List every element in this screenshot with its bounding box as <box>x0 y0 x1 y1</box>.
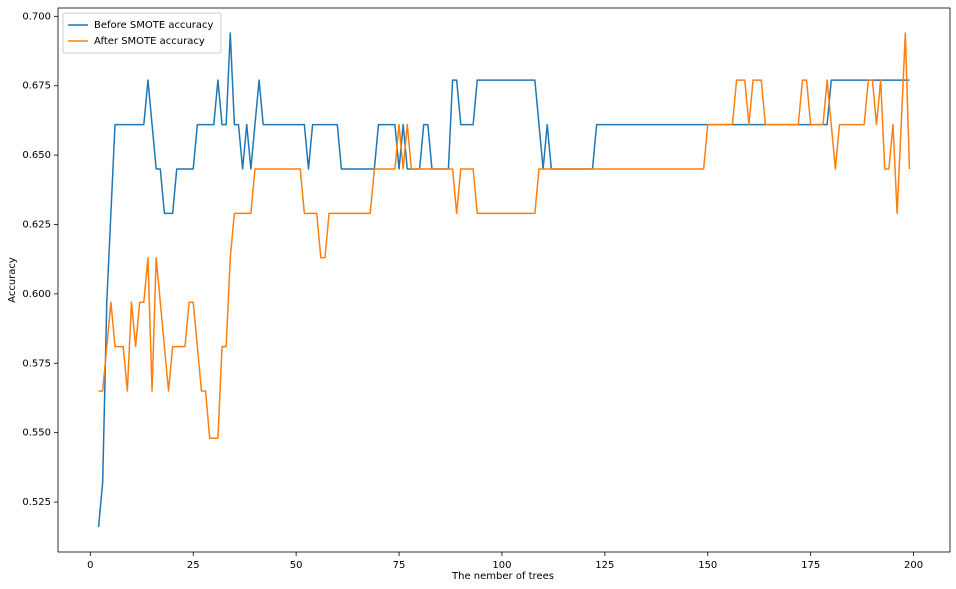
x-tick-label: 0 <box>87 560 93 571</box>
x-axis-label: The nember of trees <box>451 571 554 582</box>
legend-label: After SMOTE accuracy <box>94 36 205 47</box>
y-axis-label: Accuracy <box>7 257 18 303</box>
x-tick-label: 25 <box>187 560 200 571</box>
y-tick-label: 0.525 <box>22 497 51 508</box>
legend-box <box>62 12 222 54</box>
y-tick-label: 0.575 <box>22 358 51 369</box>
y-tick-label: 0.550 <box>22 428 51 439</box>
x-tick-label: 100 <box>492 560 511 571</box>
x-tick-label: 150 <box>698 560 717 571</box>
y-tick-label: 0.600 <box>22 289 51 300</box>
y-tick-label: 0.625 <box>22 219 51 230</box>
x-tick-label: 125 <box>595 560 614 571</box>
plot-frame <box>57 7 951 553</box>
x-tick-label: 50 <box>290 560 303 571</box>
x-tick-label: 75 <box>393 560 406 571</box>
legend-label: Before SMOTE accuracy <box>94 20 214 31</box>
y-tick-label: 0.650 <box>22 150 51 161</box>
series-line <box>98 32 911 439</box>
legend: Before SMOTE accuracy After SMOTE accurac… <box>62 12 222 54</box>
x-tick-label: 175 <box>801 560 820 571</box>
y-tick-label: 0.700 <box>22 11 51 22</box>
y-tick-label: 0.675 <box>22 81 51 92</box>
x-tick-label: 200 <box>904 560 923 571</box>
